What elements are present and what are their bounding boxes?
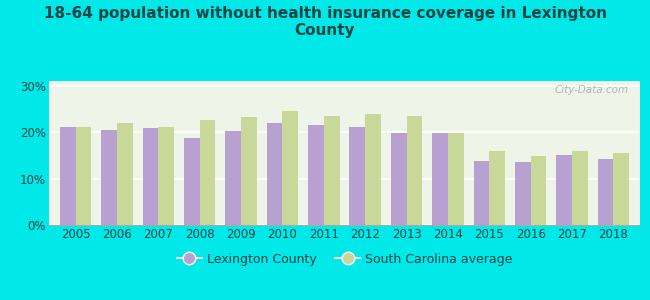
Bar [159,128,174,225]
Bar [515,162,530,225]
Bar [350,128,365,225]
Bar [60,128,75,225]
Bar [432,133,448,225]
Bar [226,131,241,225]
Bar [391,133,406,225]
Bar [489,151,505,225]
Bar [572,151,588,225]
Bar [241,117,257,225]
Legend: Lexington County, South Carolina average: Lexington County, South Carolina average [172,248,517,271]
Text: City-Data.com: City-Data.com [554,85,629,95]
Bar [474,161,489,225]
Bar [365,113,381,225]
Bar [614,153,629,225]
Text: 18-64 population without health insurance coverage in Lexington
County: 18-64 population without health insuranc… [44,6,606,38]
Bar [101,130,117,225]
Bar [597,159,614,225]
Bar [200,121,215,225]
Bar [324,116,339,225]
Bar [184,138,200,225]
Bar [448,133,463,225]
Bar [406,116,422,225]
Bar [75,127,92,225]
Bar [556,155,572,225]
Bar [142,128,159,225]
Bar [308,125,324,225]
Bar [266,123,283,225]
Bar [530,156,547,225]
Bar [117,123,133,225]
Bar [283,111,298,225]
